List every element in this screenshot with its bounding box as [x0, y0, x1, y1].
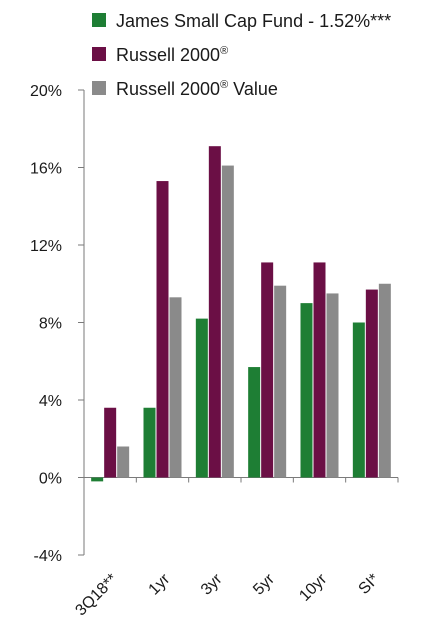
legend-swatch-russell-2000	[92, 47, 106, 61]
bar-russell-2000-value-3yr	[221, 165, 234, 478]
legend-item-russell-2000: Russell 2000®	[92, 45, 228, 65]
bar-russell-2000-5yr	[261, 262, 274, 478]
legend-label-russell-2000-value-main: Russell 2000	[116, 79, 220, 99]
bar-fund-10yr	[300, 303, 313, 478]
legend-label-russell-2000-value-sup: ®	[220, 79, 228, 91]
legend-swatch-russell-2000-value	[92, 81, 106, 95]
axes	[83, 90, 399, 555]
bar-fund-1yr	[143, 407, 156, 478]
bar-russell-2000-10yr	[313, 262, 326, 478]
y-tick-label: 8%	[39, 316, 62, 333]
x-category-label: SI*	[356, 571, 383, 598]
y-tick-label: 20%	[30, 83, 62, 100]
legend-label-russell-2000-value-suffix: Value	[228, 79, 278, 99]
legend-label-james-small-cap: James Small Cap Fund - 1.52%***	[116, 11, 391, 31]
y-tick-label: 4%	[39, 393, 62, 410]
legend-label-russell-2000-main: Russell 2000	[116, 45, 220, 65]
bar-fund-5yr	[248, 367, 261, 478]
bar-russell-2000-value-5yr	[274, 285, 287, 478]
legend-label-russell-2000: Russell 2000®	[116, 45, 228, 65]
x-axis-categories: 3Q18** 1yr 3yr 5yr 10yr SI*	[72, 570, 382, 619]
x-category-label: 3Q18**	[72, 571, 121, 620]
bar-russell-2000-value-3q18	[117, 446, 130, 478]
bar-fund-si	[352, 322, 365, 478]
x-category-label: 1yr	[146, 570, 174, 598]
bar-russell-2000-value-1yr	[169, 297, 182, 478]
legend-label-russell-2000-sup: ®	[220, 45, 228, 57]
bar-russell-2000-1yr	[156, 181, 169, 478]
x-category-label: 5yr	[250, 570, 278, 598]
bar-russell-2000-3yr	[208, 146, 221, 478]
bar-fund-3q18	[91, 477, 104, 482]
bars	[91, 146, 391, 482]
x-category-label: 3yr	[198, 570, 226, 598]
legend-swatch-james-small-cap	[92, 13, 106, 27]
bar-russell-2000-3q18	[104, 407, 117, 478]
legend-label-russell-2000-value: Russell 2000® Value	[116, 79, 278, 99]
y-tick-label: -4%	[34, 548, 62, 565]
y-tick-label: 0%	[39, 471, 62, 488]
x-category-label: 10yr	[296, 570, 331, 605]
legend-item-russell-2000-value: Russell 2000® Value	[92, 79, 278, 99]
legend-item-james-small-cap: James Small Cap Fund - 1.52%***	[92, 11, 391, 31]
bar-russell-2000-si	[365, 289, 378, 478]
y-tick-label: 12%	[30, 238, 62, 255]
y-tick-label: 16%	[30, 161, 62, 178]
bar-russell-2000-value-si	[378, 283, 391, 478]
bar-fund-3yr	[195, 318, 208, 478]
y-axis-ticks: -4% 0% 4% 8% 12% 16% 20%	[30, 83, 84, 565]
legend: James Small Cap Fund - 1.52%*** Russell …	[92, 11, 391, 99]
bar-russell-2000-value-10yr	[326, 293, 339, 478]
